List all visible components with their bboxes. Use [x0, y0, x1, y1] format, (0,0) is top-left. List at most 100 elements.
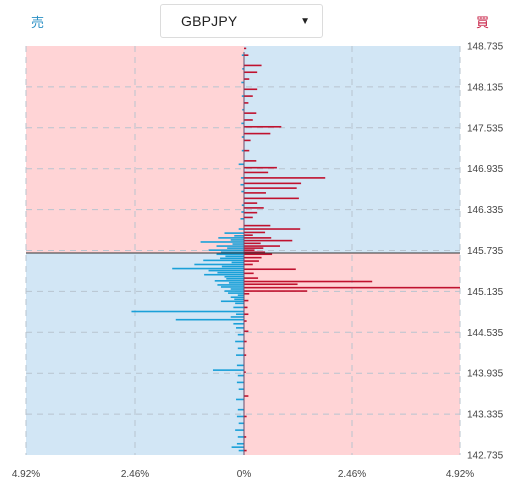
sell-bar [224, 275, 244, 278]
sell-bar [220, 286, 244, 288]
sell-bar [241, 204, 244, 206]
buy-bar [244, 166, 277, 169]
sell-bar [200, 241, 244, 243]
sell-bar [241, 54, 244, 57]
buy-bar [244, 251, 266, 254]
buy-bar [244, 187, 297, 189]
sell-bar [234, 235, 244, 237]
buy-bar [244, 290, 308, 292]
buy-bar [244, 237, 272, 239]
sell-bar [233, 306, 244, 309]
sell-bar [234, 298, 244, 301]
sell-bar [236, 354, 244, 356]
currency-pair-value: GBPJPY [181, 13, 238, 29]
sell-bar [237, 294, 244, 296]
sell-bar [237, 374, 244, 377]
sell-bar [240, 177, 244, 179]
y-tick-label: 147.535 [467, 123, 504, 134]
sell-bar [238, 422, 244, 425]
x-tick-label: 4.92% [446, 469, 474, 480]
sell-bar [241, 95, 244, 97]
sell-bar [220, 300, 244, 303]
sell-bar [242, 68, 244, 70]
y-tick-label: 144.535 [467, 328, 504, 339]
sell-bar [225, 255, 244, 258]
y-tick-label: 146.335 [467, 205, 504, 216]
sell-bar [236, 327, 244, 329]
buy-bar [244, 260, 259, 262]
y-tick-label: 143.935 [467, 369, 504, 380]
buy-bar [244, 202, 258, 204]
sell-bar [242, 108, 244, 111]
y-tick-label: 143.335 [467, 410, 504, 421]
sell-bar [218, 237, 244, 239]
buy-bar [244, 228, 301, 230]
y-tick-label: 145.735 [467, 246, 504, 257]
buy-bar [244, 306, 248, 309]
buy-bar [244, 340, 247, 343]
buy-bar [244, 253, 273, 256]
sell-bar [241, 211, 244, 213]
sell-bar [237, 408, 244, 411]
buy-bar [244, 249, 255, 251]
sell-bar [240, 183, 244, 186]
x-tick-label: 4.92% [12, 469, 40, 480]
y-tick-label: 148.735 [467, 42, 504, 53]
buy-bar [244, 234, 253, 236]
buy-bar [244, 149, 250, 152]
buy-bar [244, 272, 254, 275]
sell-bar [228, 282, 244, 284]
sell-bar [217, 284, 244, 286]
buy-bar [244, 320, 247, 322]
buy-bar [244, 449, 247, 452]
sell-bar [235, 302, 244, 305]
buy-bar [244, 245, 280, 247]
sell-bar [220, 257, 244, 260]
sell-bar [208, 269, 244, 272]
sell-bar [204, 273, 244, 276]
buy-bar [244, 242, 261, 245]
sell-bar [212, 369, 244, 371]
y-tick-label: 145.135 [467, 287, 504, 298]
sell-bar [241, 149, 244, 152]
sell-bar [230, 288, 244, 290]
buy-bar [244, 268, 296, 271]
buy-bar [244, 160, 257, 162]
buy-bar [244, 280, 373, 283]
sell-bar [236, 442, 244, 445]
buy-bar [244, 54, 249, 57]
sell-bar [214, 280, 244, 282]
sell-bar [230, 296, 244, 298]
buy-bar [244, 211, 258, 214]
buy-bar [244, 292, 250, 295]
buy-bar [244, 239, 293, 242]
buy-bar [244, 71, 258, 74]
buy-bar [244, 277, 259, 279]
sell-bar [238, 388, 244, 391]
buy-bar [244, 313, 249, 316]
buy-bar [244, 207, 264, 209]
buy-bar [244, 64, 262, 67]
sell-bar [232, 243, 244, 245]
buy-bar [244, 119, 253, 121]
sell-bar [226, 277, 244, 280]
currency-pair-select[interactable]: GBPJPY ▼ [160, 4, 323, 38]
sell-bar [220, 251, 244, 254]
buy-bar [244, 125, 282, 128]
sell-bar [241, 190, 244, 193]
buy-bar [244, 354, 247, 356]
chevron-down-icon: ▼ [300, 15, 310, 27]
sell-bar [237, 347, 244, 350]
sell-bar [236, 415, 244, 418]
sell-bar [175, 318, 244, 321]
buy-bar [244, 256, 262, 259]
sell-bar [194, 263, 244, 266]
sell-bar [236, 398, 244, 401]
sell-bar [131, 310, 244, 313]
sell-bar [231, 261, 244, 264]
buy-bar [244, 182, 302, 185]
buy-bar [244, 436, 247, 438]
sell-bar [238, 449, 244, 452]
buy-bar [244, 112, 257, 114]
sell-bar [236, 364, 244, 367]
